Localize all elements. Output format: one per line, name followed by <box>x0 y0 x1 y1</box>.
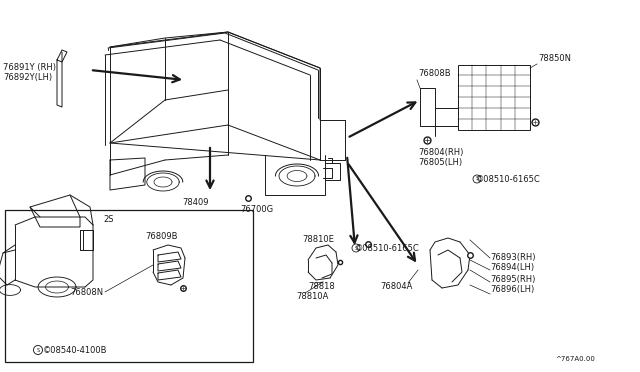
Text: S: S <box>355 246 358 250</box>
Text: 78818: 78818 <box>308 282 335 291</box>
Text: S: S <box>36 347 40 353</box>
Text: ^767A0.00: ^767A0.00 <box>555 356 595 362</box>
Bar <box>458 65 530 130</box>
Text: 76700G: 76700G <box>240 205 273 214</box>
Text: 76809B: 76809B <box>145 232 177 241</box>
Text: 78810E: 78810E <box>302 235 334 244</box>
Text: 76891Y (RH): 76891Y (RH) <box>3 63 56 72</box>
Text: ©08510-6165C: ©08510-6165C <box>476 175 541 184</box>
Text: ©08510-6165C: ©08510-6165C <box>355 244 420 253</box>
Text: 76892Y(LH): 76892Y(LH) <box>3 73 52 82</box>
Text: 76808N: 76808N <box>70 288 103 297</box>
Text: ©08540-4100B: ©08540-4100B <box>43 346 108 355</box>
Text: 76808B: 76808B <box>418 69 451 78</box>
Text: 78850N: 78850N <box>538 54 571 63</box>
Text: 76804(RH): 76804(RH) <box>418 148 463 157</box>
Text: 76896(LH): 76896(LH) <box>490 285 534 294</box>
Text: 76894(LH): 76894(LH) <box>490 263 534 272</box>
Text: 78409: 78409 <box>182 198 209 207</box>
Text: 76893(RH): 76893(RH) <box>490 253 536 262</box>
Bar <box>5 210 253 362</box>
Text: 2S: 2S <box>103 215 113 224</box>
Text: 76804A: 76804A <box>380 282 412 291</box>
Text: 76805(LH): 76805(LH) <box>418 158 462 167</box>
Text: S: S <box>476 176 479 182</box>
Text: 76895(RH): 76895(RH) <box>490 275 536 284</box>
Text: 78810A: 78810A <box>296 292 328 301</box>
